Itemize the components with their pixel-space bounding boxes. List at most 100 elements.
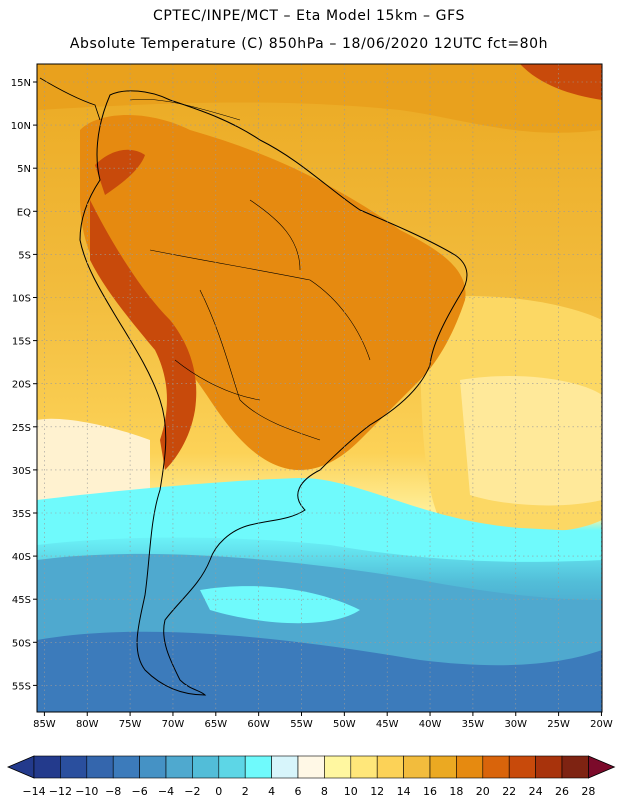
colorbar-tick-label: 10 (344, 785, 358, 798)
northeast-warm-spot (520, 64, 602, 100)
lat-label: 10S (12, 294, 31, 305)
colorbar-segment (324, 755, 352, 779)
colorbar-tick-label: 22 (502, 785, 516, 798)
warm-north-band (37, 64, 602, 133)
colorbar-tick-label: 0 (215, 785, 222, 798)
southern-cold-zone (37, 631, 602, 712)
colorbar-tick-label: 24 (529, 785, 543, 798)
lon-label: 20W (590, 719, 613, 730)
colorbar-tick-label: −12 (49, 785, 72, 798)
lat-label: 30S (12, 466, 31, 477)
colorbar-tick-label: 18 (449, 785, 463, 798)
colorbar-segment (508, 755, 536, 779)
lat-label: 55S (12, 681, 31, 692)
colorbar-segment (297, 755, 325, 779)
lon-label: 60W (247, 719, 270, 730)
lon-label: 25W (547, 719, 570, 730)
lon-label: 70W (162, 719, 185, 730)
lat-label: 15S (12, 337, 31, 348)
colorbar-tick-label: 12 (370, 785, 384, 798)
colorbar-segment (350, 755, 378, 779)
colombia-warm-spot (95, 149, 145, 195)
central-america-coastline (39, 77, 101, 121)
colorbar-segment (139, 755, 167, 779)
map-area (37, 64, 602, 712)
lat-label: 40S (12, 552, 31, 563)
colorbar (6, 755, 616, 779)
chart-title-line-2: Absolute Temperature (C) 850hPa – 18/06/… (69, 36, 549, 52)
colorbar-segment (33, 755, 61, 779)
cyan-patch (200, 586, 360, 624)
lon-label: 65W (204, 719, 227, 730)
colorbar-segment (482, 755, 510, 779)
colorbar-tick-label: 20 (476, 785, 490, 798)
colorbar-tick-label: 6 (295, 785, 302, 798)
lon-label: 35W (462, 719, 485, 730)
colorbar-segment (429, 755, 457, 779)
colorbar-tick-label: 14 (397, 785, 411, 798)
lon-label: 55W (290, 719, 313, 730)
lat-label: 5S (18, 250, 31, 261)
border-line-1 (149, 249, 371, 361)
colorbar-tick-label: −10 (75, 785, 98, 798)
lat-label: 15N (11, 78, 31, 89)
lat-label: EQ (17, 207, 31, 218)
chart-title-line-1: CPTEC/INPE/MCT – Eta Model 15km – GFS (152, 8, 466, 24)
border-line-3 (174, 359, 261, 401)
lat-label: 5N (17, 164, 31, 175)
continent-warm-interior (80, 115, 466, 470)
colorbar-segment (112, 755, 140, 779)
map-frame (36, 63, 603, 713)
lon-label: 85W (33, 719, 56, 730)
caribbean-coastline (129, 98, 241, 121)
colorbar-tick-label: −14 (22, 785, 45, 798)
colorbar-min-arrow (6, 755, 35, 779)
colorbar-segment (403, 755, 431, 779)
andes-warm-ridge (90, 200, 197, 470)
lat-label: 45S (12, 595, 31, 606)
colorbar-segment (86, 755, 114, 779)
longitude-labels: 85W 80W 75W 70W 65W 60W 55W 50W 45W 40W 35W 30W 25W 2… (33, 712, 613, 730)
lat-label: 35S (12, 509, 31, 520)
colorbar-tick-label: 4 (268, 785, 275, 798)
border-line-4 (249, 199, 301, 271)
colorbar-segment (165, 755, 193, 779)
colorbar-segment (561, 755, 589, 779)
colorbar-tick-label: 8 (321, 785, 328, 798)
colorbar-tick-label: 26 (555, 785, 569, 798)
colorbar-segment (218, 755, 246, 779)
south-america-coastline (79, 90, 468, 696)
latitude-labels: 15N 10N 5N EQ 5S 10S 15S 20S 25S 30S 35S 40S 45S 50S 5… (11, 78, 37, 692)
colorbar-segment (271, 755, 299, 779)
colorbar-tick-labels: −14 −12 −10 −8 −6 −4 −2 0 2 4 6 8 10 12 14 16 18 20 22 24 26… (22, 785, 595, 798)
lat-label: 50S (12, 638, 31, 649)
colorbar-tick-label: 2 (242, 785, 249, 798)
colorbar-max-arrow (588, 755, 616, 779)
colorbar-segment (244, 755, 272, 779)
colorbar-segment (456, 755, 484, 779)
cold-front-band (37, 478, 602, 562)
lon-label: 75W (119, 719, 142, 730)
colorbar-segment (376, 755, 404, 779)
colorbar-segment (535, 755, 563, 779)
lat-label: 25S (12, 423, 31, 434)
lat-lon-grid (37, 64, 602, 712)
colorbar-tick-label: −2 (184, 785, 200, 798)
colorbar-tick-label: −6 (131, 785, 147, 798)
colorbar-tick-label: −4 (158, 785, 174, 798)
lon-label: 45W (376, 719, 399, 730)
atlantic-light-zone (460, 375, 602, 506)
colorbar-segment (60, 755, 88, 779)
colorbar-tick-label: 28 (581, 785, 595, 798)
lon-label: 50W (333, 719, 356, 730)
colorbar-tick-label: 16 (423, 785, 437, 798)
lat-label: 10N (11, 121, 31, 132)
lat-label: 20S (12, 380, 31, 391)
lon-label: 40W (419, 719, 442, 730)
border-line-2 (199, 289, 321, 441)
lon-label: 80W (76, 719, 99, 730)
colorbar-tick-label: −8 (105, 785, 121, 798)
colorbar-segment (192, 755, 220, 779)
lon-label: 30W (504, 719, 527, 730)
